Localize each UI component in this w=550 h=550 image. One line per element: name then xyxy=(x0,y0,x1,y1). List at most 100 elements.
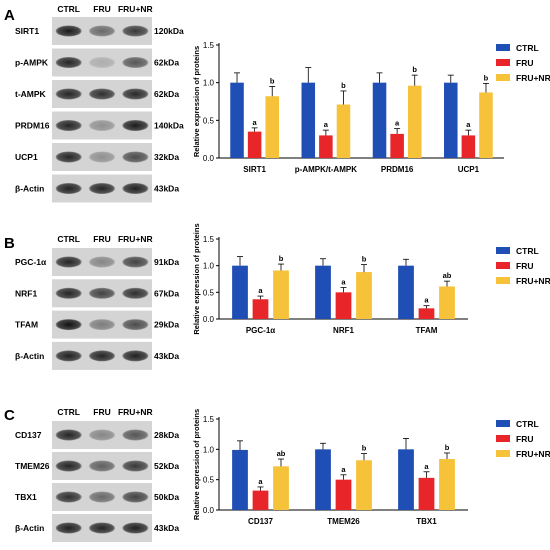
blot-band xyxy=(122,120,149,131)
legend-swatch xyxy=(496,59,510,66)
bar xyxy=(252,490,269,510)
significance-label: a xyxy=(395,119,400,128)
blot-band xyxy=(55,88,82,100)
y-axis-label: Relative expression of proteins xyxy=(192,46,201,157)
significance-label: a xyxy=(466,120,471,129)
blot-group-label: CTRL xyxy=(57,234,80,244)
significance-label: a xyxy=(258,477,263,486)
legend-swatch xyxy=(496,247,510,254)
bar xyxy=(418,308,435,319)
blot-group-label: FRU xyxy=(93,234,110,244)
y-tick-label: 0.5 xyxy=(203,116,215,125)
blot-protein-label: TFAM xyxy=(15,320,38,330)
significance-label: ab xyxy=(443,271,452,280)
blot-band xyxy=(122,183,149,194)
y-tick-label: 0.5 xyxy=(203,476,215,485)
legend-label: FRU+NR xyxy=(516,449,550,459)
blot-protein-label: TMEM26 xyxy=(15,461,50,471)
blot-band xyxy=(122,350,149,362)
blot-band xyxy=(89,88,115,100)
blot-band xyxy=(55,120,82,131)
blot-band xyxy=(89,522,115,534)
blot-band xyxy=(55,287,82,299)
significance-label: a xyxy=(341,465,346,474)
y-tick-label: 1.5 xyxy=(203,41,215,50)
blot-band xyxy=(89,25,115,37)
blot-band xyxy=(89,491,115,503)
blot-group-label: CTRL xyxy=(57,407,80,417)
blot-protein-label: β-Actin xyxy=(15,523,44,533)
legend-label: FRU xyxy=(516,434,533,444)
bar xyxy=(418,477,435,510)
blot-kda-label: 67kDa xyxy=(154,288,179,298)
blot-kda-label: 140kDa xyxy=(154,121,184,131)
bar xyxy=(247,131,262,158)
x-tick-label: TFAM xyxy=(416,326,438,335)
blot-band xyxy=(89,57,115,68)
blot-band xyxy=(89,429,115,441)
bar xyxy=(273,270,289,319)
blot-kda-label: 43kDa xyxy=(154,184,179,194)
x-tick-label: TBX1 xyxy=(416,517,437,526)
legend-swatch xyxy=(496,277,510,284)
legend-swatch xyxy=(496,74,510,81)
blot-kda-label: 52kDa xyxy=(154,461,179,471)
panel-letter-A: A xyxy=(4,7,15,24)
blot-protein-label: NRF1 xyxy=(15,288,37,298)
bar xyxy=(439,286,455,319)
panel-letter-B: B xyxy=(4,235,15,252)
x-tick-label: p-AMPK/t-AMPK xyxy=(295,165,357,174)
legend-label: FRU+NR xyxy=(516,73,550,83)
blot-band xyxy=(122,151,149,163)
blot-protein-label: PRDM16 xyxy=(15,121,50,131)
blot-kda-label: 28kDa xyxy=(154,430,179,440)
bar xyxy=(407,85,422,158)
blot-band xyxy=(89,183,115,194)
significance-label: a xyxy=(324,120,329,129)
significance-label: b xyxy=(412,65,417,74)
bar xyxy=(232,265,248,319)
blot-band xyxy=(122,522,149,534)
significance-label: b xyxy=(362,444,367,453)
bar xyxy=(390,133,404,158)
blot-band xyxy=(122,57,149,68)
legend-swatch xyxy=(496,450,510,457)
blot-kda-label: 43kDa xyxy=(154,523,179,533)
y-tick-label: 1.5 xyxy=(203,235,215,244)
bar xyxy=(356,460,372,510)
bar xyxy=(319,135,333,158)
blot-kda-label: 120kDa xyxy=(154,26,184,36)
blot-kda-label: 62kDa xyxy=(154,89,179,99)
blot-kda-label: 32kDa xyxy=(154,152,179,162)
blot-band xyxy=(89,319,115,331)
y-tick-label: 0.5 xyxy=(203,288,215,297)
y-axis-label: Relative expression of proteins xyxy=(192,223,201,334)
bar xyxy=(372,82,387,158)
bar xyxy=(335,292,352,319)
bar xyxy=(439,459,455,510)
y-tick-label: 1.0 xyxy=(203,262,215,271)
significance-label: b xyxy=(270,76,275,85)
panel-letter-C: C xyxy=(4,407,15,424)
significance-label: a xyxy=(424,462,429,471)
blot-protein-label: t-AMPK xyxy=(15,89,47,99)
bar xyxy=(252,299,269,319)
blot-protein-label: CD137 xyxy=(15,430,42,440)
x-tick-label: UCP1 xyxy=(458,165,480,174)
y-tick-label: 0.0 xyxy=(203,315,215,324)
blot-band xyxy=(89,460,115,472)
blot-band xyxy=(122,429,149,441)
significance-label: ab xyxy=(277,449,286,458)
x-tick-label: NRF1 xyxy=(333,326,354,335)
y-tick-label: 1.5 xyxy=(203,415,215,424)
y-tick-label: 0.0 xyxy=(203,506,215,515)
legend-swatch xyxy=(496,262,510,269)
x-tick-label: PRDM16 xyxy=(381,165,414,174)
significance-label: b xyxy=(484,73,489,82)
blot-protein-label: PGC-1α xyxy=(15,257,47,267)
blot-group-label: CTRL xyxy=(57,4,80,14)
blot-kda-label: 62kDa xyxy=(154,58,179,68)
significance-label: a xyxy=(341,278,346,287)
bar xyxy=(356,272,372,319)
